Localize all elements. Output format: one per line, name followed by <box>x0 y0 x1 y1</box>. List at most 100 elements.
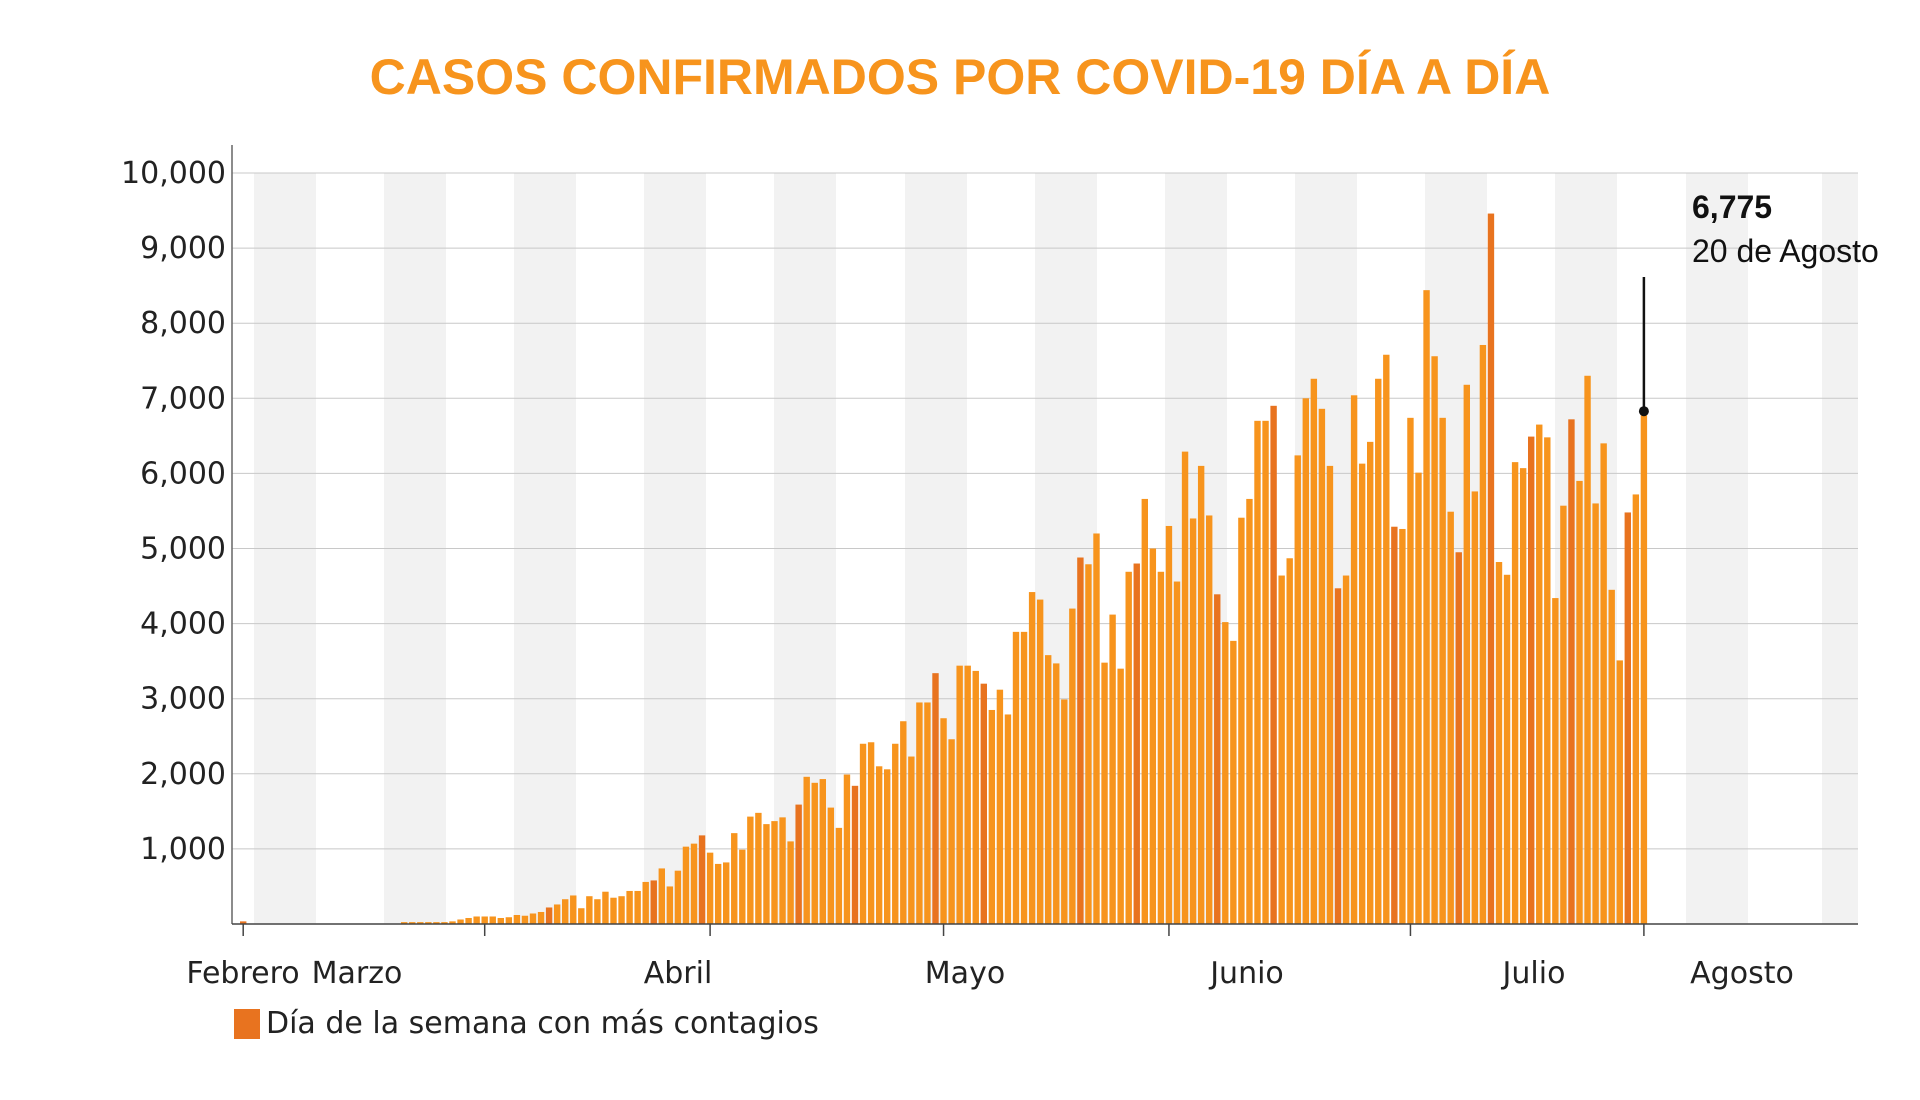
bar <box>1149 548 1157 924</box>
bar <box>497 917 504 924</box>
bar <box>972 670 979 924</box>
bar <box>1391 526 1398 924</box>
bar <box>682 846 690 924</box>
bar <box>594 899 601 924</box>
bar <box>1181 451 1189 924</box>
bar <box>1487 213 1495 925</box>
bar <box>779 817 786 924</box>
bar <box>425 922 432 924</box>
annotation-value: 6,775 <box>1692 189 1772 225</box>
bar <box>1560 505 1567 924</box>
bar <box>859 743 867 924</box>
bar <box>706 852 714 924</box>
bar <box>1584 375 1591 924</box>
bar <box>1069 608 1076 924</box>
bar <box>1318 408 1326 924</box>
y-tick-label: 9,000 <box>140 231 226 266</box>
bar <box>771 821 778 924</box>
bar <box>1222 622 1229 924</box>
bar <box>1206 515 1213 924</box>
last-value-annotation: 6,775 20 de Agosto <box>1638 189 1879 417</box>
bar <box>537 911 545 924</box>
bar <box>1310 378 1318 924</box>
x-axis-month-labels: Febrero Marzo Abril Mayo Junio Julio Agosto <box>186 956 1793 991</box>
bar <box>433 922 440 924</box>
y-axis-ticks: 10,000 9,000 8,000 7,000 6,000 5,000 4,000 3,00… <box>121 156 226 867</box>
bar <box>1109 614 1116 924</box>
bar <box>1528 436 1535 924</box>
y-tick-label: 1,000 <box>140 832 226 867</box>
bar <box>843 774 851 924</box>
y-tick-label: 7,000 <box>140 381 226 416</box>
bar <box>1214 594 1221 924</box>
bar <box>1302 398 1309 924</box>
bar <box>1399 528 1406 924</box>
bar <box>1334 588 1342 924</box>
bar <box>875 766 883 924</box>
bar <box>457 919 464 924</box>
bar <box>747 816 754 924</box>
bar <box>1165 525 1173 924</box>
bar <box>698 835 706 924</box>
bar <box>417 922 424 924</box>
bar <box>441 922 448 924</box>
bar <box>1053 663 1060 924</box>
y-tick-label: 6,000 <box>140 456 226 491</box>
bar <box>1246 498 1253 924</box>
legend-swatch <box>234 1008 260 1039</box>
bar <box>1117 668 1124 924</box>
month-label: Agosto <box>1690 956 1794 991</box>
bar <box>578 908 585 924</box>
y-tick-label: 8,000 <box>140 306 226 341</box>
bar <box>956 665 963 924</box>
bar <box>553 904 561 924</box>
bar <box>658 868 665 924</box>
bar <box>1077 557 1084 924</box>
bar <box>562 899 569 924</box>
bar <box>932 673 939 924</box>
bar <box>924 702 931 924</box>
bar <box>1125 571 1132 924</box>
bar <box>916 702 923 924</box>
bar <box>884 769 891 924</box>
legend: Día de la semana con más contagios <box>234 1006 819 1041</box>
bar <box>1004 714 1012 924</box>
bar <box>1238 517 1245 924</box>
bar <box>570 895 577 924</box>
bar <box>1093 533 1100 924</box>
bar <box>1028 592 1036 924</box>
bar <box>940 718 947 924</box>
bar <box>690 843 698 924</box>
bar <box>1503 574 1511 924</box>
bar <box>755 812 762 924</box>
bar <box>1101 662 1108 924</box>
bar <box>529 913 537 924</box>
bar <box>586 896 593 924</box>
bar <box>449 921 456 924</box>
bar <box>1157 571 1165 924</box>
bar <box>602 891 609 924</box>
bar <box>948 739 955 924</box>
bar <box>1270 405 1277 924</box>
bar <box>610 897 617 924</box>
y-tick-label: 4,000 <box>140 607 226 642</box>
bar <box>1085 564 1092 924</box>
bar <box>1189 518 1197 924</box>
bar <box>521 915 529 924</box>
bar <box>1294 455 1301 924</box>
bar <box>489 916 496 924</box>
bar <box>1197 465 1205 924</box>
bar <box>795 804 802 924</box>
bar <box>401 922 408 924</box>
bar <box>666 886 674 924</box>
bar <box>851 785 859 924</box>
bar <box>642 881 649 924</box>
bar <box>1519 468 1527 924</box>
bar <box>545 907 553 924</box>
bar <box>1350 395 1358 924</box>
y-tick-label: 10,000 <box>121 156 226 191</box>
bar <box>980 683 987 924</box>
bar <box>1173 581 1181 924</box>
y-tick-label: 3,000 <box>140 682 226 717</box>
bar <box>1020 631 1028 924</box>
